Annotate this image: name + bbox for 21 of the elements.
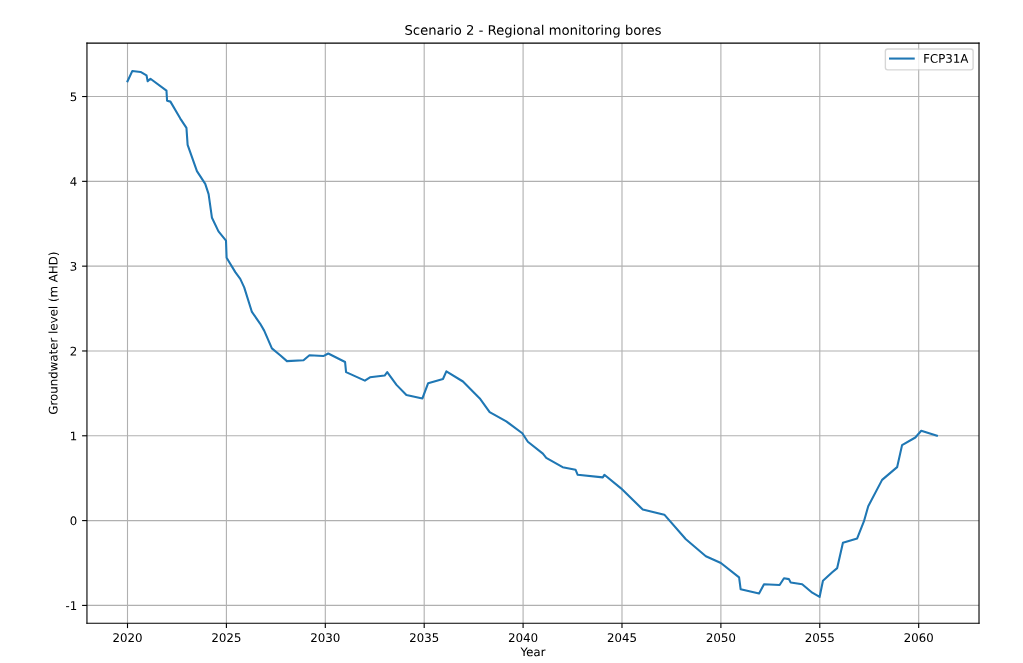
x-tick-label: 2055: [805, 633, 834, 643]
legend-label: FCP31A: [924, 53, 969, 63]
y-tick-label: 3: [70, 261, 77, 271]
x-tick-label: 2035: [410, 633, 439, 643]
x-tick-label: 2025: [212, 633, 241, 643]
x-axis-title: Year: [520, 647, 546, 657]
line-series: [126, 70, 938, 598]
x-tick-label: 2030: [311, 633, 340, 643]
y-tick-label: -1: [66, 601, 77, 610]
x-tick-label: 2050: [706, 633, 736, 643]
y-tick-label: 4: [70, 177, 77, 186]
x-tick-label: 2020: [113, 633, 142, 643]
x-tick-label: 2045: [607, 633, 636, 643]
y-tick-label: 5: [70, 92, 77, 102]
chart-title: Scenario 2 - Regional monitoring bores: [405, 24, 661, 38]
x-tick-label: 2040: [508, 633, 538, 643]
y-tick-label: 0: [70, 516, 77, 526]
y-axis-title: Groundwater level (m AHD): [48, 252, 60, 415]
y-tick-label: 2: [70, 346, 77, 356]
x-tick-label: 2060: [904, 633, 933, 643]
y-tick-label: 1: [71, 431, 77, 441]
